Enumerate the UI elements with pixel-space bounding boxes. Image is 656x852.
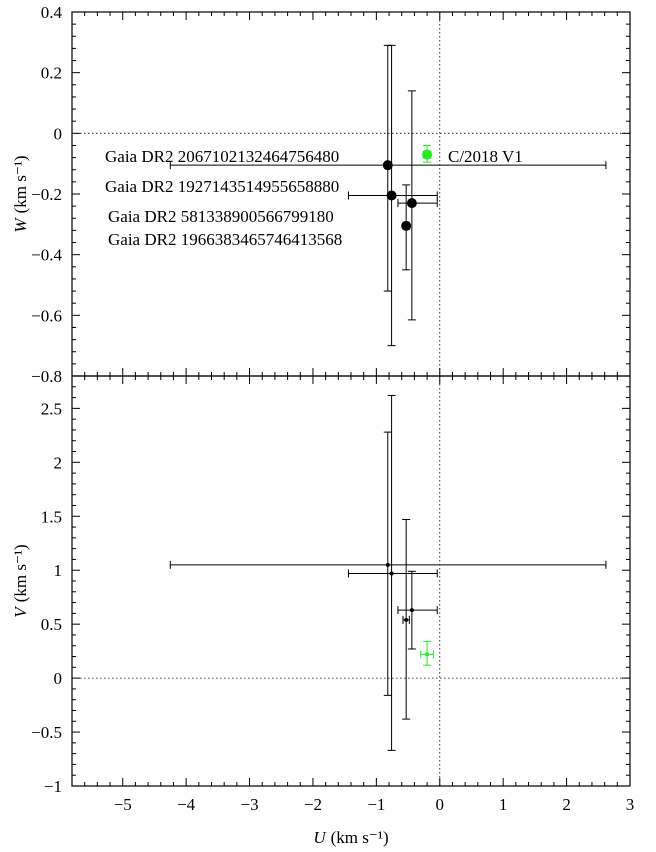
x-axis-variable: U [313, 828, 327, 847]
x-tick-label: −1 [367, 795, 385, 814]
x-ticks [71, 376, 631, 786]
y-tick-label: −0.8 [31, 367, 62, 386]
object-labels: Gaia DR2 2067102132464756480 Gaia DR2 19… [105, 147, 523, 249]
point-marker [389, 571, 394, 576]
y-tick-label: −0.4 [31, 246, 62, 265]
label-gaia-2067102132464756480: Gaia DR2 2067102132464756480 [105, 147, 339, 166]
y-tick-label: 2.5 [41, 399, 62, 418]
y-tick-label: −0.2 [31, 185, 62, 204]
data-point-1-4 [420, 640, 434, 666]
plot-frame [71, 375, 631, 787]
y-tick-label: 0.4 [41, 3, 63, 22]
data-point-0-4 [422, 144, 433, 163]
point-marker [406, 198, 417, 209]
y-tick-label: −0.5 [31, 723, 62, 742]
point-marker [401, 220, 412, 231]
label-gaia-581338900566799180: Gaia DR2 581338900566799180 [108, 207, 334, 226]
x-ticks [71, 12, 631, 376]
data-point-0-1 [347, 44, 438, 347]
data-point-0-0 [169, 44, 607, 292]
y-ticks [72, 11, 630, 377]
y-axis-variable: V [11, 605, 30, 618]
data-point-1-3 [402, 519, 411, 720]
x-tick-label: −2 [304, 795, 322, 814]
point-marker [385, 562, 390, 567]
y-axis-unit: (km s⁻¹) [11, 544, 30, 602]
y-tick-label: 0 [54, 669, 63, 688]
point-marker [425, 652, 430, 657]
x-tick-label: −5 [114, 795, 132, 814]
data-point-1-1 [347, 394, 438, 751]
y-ticks [72, 375, 630, 787]
y-tick-label: −0.6 [31, 306, 62, 325]
y-axis-title: V (km s⁻¹) [11, 544, 30, 617]
point-marker [422, 149, 433, 160]
wu-panel: 0.4 0.2 0 −0.2 −0.4 −0.6 −0.8 W (km s⁻¹) [11, 3, 631, 386]
label-gaia-1927143514955658880: Gaia DR2 1927143514955658880 [105, 177, 339, 196]
y-tick-label: −1 [44, 777, 62, 796]
x-tick-label: 0 [436, 795, 445, 814]
data-point-1-2 [397, 570, 438, 650]
y-tick-label: 0 [54, 124, 63, 143]
y-tick-label: 0.2 [41, 64, 62, 83]
y-tick-label: 2 [54, 453, 63, 472]
x-tick-label: 3 [626, 795, 635, 814]
data-point-0-2 [397, 90, 438, 321]
vu-panel: 2.5 2 1.5 1 0.5 0 −0.5 −1 −5 −4 −3 −2 −1 0 1 2 3 V (km s⁻¹… [11, 375, 635, 847]
y-axis-variable: W [11, 217, 30, 233]
point-marker [409, 608, 414, 613]
data-point-1-0 [169, 431, 607, 696]
point-marker [404, 617, 409, 622]
y-tick-label: 1.5 [41, 507, 62, 526]
label-c2018-v1: C/2018 V1 [448, 147, 523, 166]
y-tick-label: 1 [54, 561, 63, 580]
point-marker [382, 160, 393, 171]
x-axis-title: U (km s⁻¹) [313, 828, 388, 847]
label-gaia-1966383465746413568: Gaia DR2 1966383465746413568 [108, 230, 342, 249]
y-axis-title: W (km s⁻¹) [11, 155, 30, 232]
x-tick-label: 1 [499, 795, 508, 814]
y-tick-label: 0.5 [41, 615, 62, 634]
x-tick-label: −3 [240, 795, 258, 814]
x-tick-label: 2 [562, 795, 571, 814]
x-tick-label: −4 [177, 795, 196, 814]
x-axis-unit: (km s⁻¹) [331, 828, 389, 847]
point-marker [386, 190, 397, 201]
y-axis-unit: (km s⁻¹) [11, 155, 30, 213]
data-point-0-3 [401, 184, 412, 271]
